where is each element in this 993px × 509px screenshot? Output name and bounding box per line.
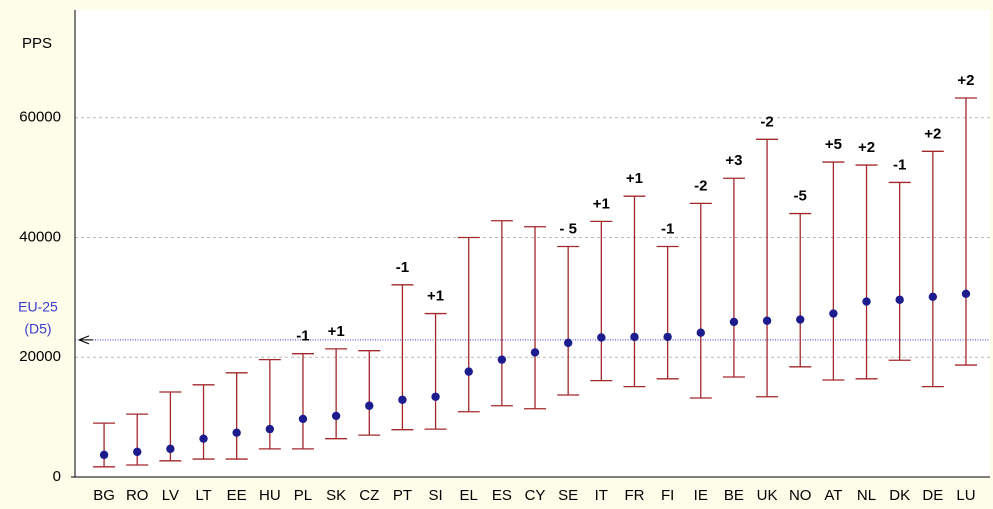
x-tick-label: HU xyxy=(259,487,281,504)
rank-change-label: +2 xyxy=(957,72,974,89)
rank-change-label: +2 xyxy=(924,125,941,142)
rank-change-label: -2 xyxy=(694,177,707,194)
point xyxy=(696,328,705,337)
x-tick-label: LV xyxy=(162,487,179,504)
point xyxy=(464,367,473,376)
x-tick-label: IE xyxy=(694,487,708,504)
point xyxy=(199,434,208,443)
x-tick-label: EE xyxy=(227,487,247,504)
rank-change-label: +1 xyxy=(427,288,444,305)
point xyxy=(630,332,639,342)
point xyxy=(663,332,672,342)
rank-change-label: -5 xyxy=(794,188,807,205)
rank-change-label: +1 xyxy=(626,170,643,187)
rank-change-label: +2 xyxy=(858,139,875,156)
reference-arrow xyxy=(78,335,93,345)
point xyxy=(829,309,838,318)
x-tick-label: FR xyxy=(624,487,644,504)
reference-label: EU-25 xyxy=(18,299,58,315)
x-tick-label: PT xyxy=(393,487,412,504)
point xyxy=(265,424,275,434)
point xyxy=(99,450,109,460)
point xyxy=(331,411,341,421)
y-tick-label: 40000 xyxy=(19,228,61,245)
y-tick-label: 60000 xyxy=(19,109,61,126)
x-tick-label: SI xyxy=(428,487,442,504)
point xyxy=(928,292,938,301)
y-tick-label: 20000 xyxy=(19,348,61,365)
x-tick-label: NO xyxy=(789,487,812,504)
point xyxy=(365,401,374,410)
y-axis-label: PPS xyxy=(22,35,52,52)
point xyxy=(133,447,142,457)
x-tick-label: BG xyxy=(93,487,115,504)
point xyxy=(431,392,440,401)
point xyxy=(232,428,241,437)
x-tick-label: DK xyxy=(889,487,910,504)
point xyxy=(597,333,606,342)
point xyxy=(530,348,540,357)
x-tick-label: LU xyxy=(956,487,975,504)
x-tick-label: IT xyxy=(595,487,608,504)
point xyxy=(166,444,175,454)
rank-change-label: -2 xyxy=(760,113,773,130)
rank-change-label: +3 xyxy=(725,152,742,169)
x-tick-label: NL xyxy=(857,487,876,504)
x-tick-label: SE xyxy=(558,487,578,504)
rank-change-label: -1 xyxy=(893,156,906,173)
x-tick-label: RO xyxy=(126,487,149,504)
x-tick-label: AT xyxy=(824,487,842,504)
rank-change-label: +1 xyxy=(328,323,345,340)
point xyxy=(961,289,971,298)
point xyxy=(563,338,573,348)
x-tick-label: DE xyxy=(922,487,943,504)
point xyxy=(762,316,772,325)
x-tick-label: SK xyxy=(326,487,346,504)
plot-area xyxy=(75,10,990,477)
x-tick-label: CZ xyxy=(359,487,379,504)
x-tick-label: BE xyxy=(724,487,744,504)
rank-change-label: -1 xyxy=(661,220,674,237)
rank-change-label: +5 xyxy=(825,136,842,153)
x-tick-label: LT xyxy=(195,487,211,504)
rank-change-label: +1 xyxy=(593,195,610,212)
x-tick-label: EL xyxy=(460,487,478,504)
x-tick-label: PL xyxy=(294,487,312,504)
reference-label: (D5) xyxy=(24,321,51,337)
x-tick-label: UK xyxy=(757,487,778,504)
rank-change-label: - 5 xyxy=(559,220,577,237)
rank-change-label: -1 xyxy=(296,328,309,345)
rank-change-label: -1 xyxy=(396,259,409,276)
point xyxy=(796,315,805,324)
point xyxy=(895,295,904,304)
point xyxy=(862,297,871,306)
x-tick-label: FI xyxy=(661,487,674,504)
point xyxy=(729,317,739,327)
point xyxy=(298,414,308,424)
x-tick-label: ES xyxy=(492,487,512,504)
point xyxy=(398,395,407,404)
x-tick-label: CY xyxy=(525,487,546,504)
point xyxy=(497,355,507,364)
y-tick-label: 0 xyxy=(53,468,61,485)
